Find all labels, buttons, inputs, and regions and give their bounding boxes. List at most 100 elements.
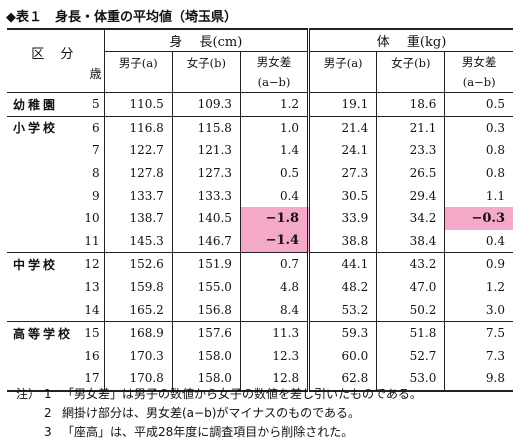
weight-diff-cell: 7.5 [444, 320, 513, 345]
height-male-cell: 145.3 [104, 229, 173, 253]
height-diff-cell: −1.8 [240, 206, 311, 230]
age-cell: 5 [73, 92, 105, 117]
height-male-cell: 170.8 [104, 367, 173, 391]
table-row: 11 145.3 146.7 −1.4 38.8 38.4 0.4 [7, 229, 513, 253]
weight-female-cell: 47.0 [376, 275, 446, 299]
table-row: 17 170.8 158.0 12.8 62.8 53.0 9.8 [7, 367, 513, 391]
weight-male-cell: 44.1 [308, 252, 378, 276]
school-cell: 中学校 [7, 252, 74, 276]
school-cell: 幼稚園 [7, 92, 74, 117]
school-cell [7, 298, 73, 321]
height-male-cell: 152.6 [104, 252, 173, 276]
weight-female-cell: 26.5 [376, 161, 446, 185]
table-row: 8 127.8 127.3 0.5 27.3 26.5 0.8 [7, 161, 513, 185]
age-cell: 8 [73, 161, 105, 185]
school-cell [7, 345, 73, 368]
weight-female-cell: 53.0 [376, 367, 446, 391]
height-female-cell: 157.6 [172, 320, 241, 345]
height-diff-cell: 4.8 [240, 275, 311, 299]
age-cell: 7 [73, 139, 105, 162]
table-row: 10 138.7 140.5 −1.8 33.9 34.2 −0.3 [7, 206, 513, 230]
height-male-cell: 165.2 [104, 298, 173, 322]
note-number: 1 [44, 387, 52, 401]
table-row: 16 170.3 158.0 12.3 60.0 52.7 7.3 [7, 344, 513, 368]
height-male-cell: 127.8 [104, 161, 173, 185]
note-item: 注） 1 「男女差」は男子の数値から女子の数値を差し引いたものである。 [16, 385, 422, 404]
header-height-group: 身 長(cm) [104, 29, 311, 52]
school-cell [7, 162, 73, 185]
weight-female-cell: 21.1 [376, 115, 446, 140]
weight-diff-cell: 0.5 [444, 92, 513, 117]
note-text: 「男女差」は男子の数値から女子の数値を差し引いたものである。 [62, 387, 422, 401]
header-height-male: 男子(a) [104, 51, 173, 93]
weight-female-cell: 51.8 [376, 320, 446, 345]
weight-diff-cell: 1.2 [485, 280, 505, 295]
height-diff-cell: 12.3 [240, 344, 311, 368]
weight-male-cell: 59.3 [308, 320, 378, 345]
weight-female-cell: 43.2 [376, 252, 446, 276]
age-cell: 9 [73, 184, 105, 207]
height-female-cell: 133.3 [172, 184, 241, 207]
school-cell: 高等学校 [7, 320, 74, 345]
age-cell: 16 [73, 344, 105, 368]
height-male-cell: 122.7 [104, 139, 173, 162]
age-cell: 14 [73, 298, 105, 322]
height-female-cell: 146.7 [172, 229, 241, 253]
table-row: 9 133.7 133.3 0.4 30.5 29.4 1.1 [7, 184, 513, 207]
height-female-cell: 156.8 [172, 298, 241, 322]
weight-female-cell: 34.2 [376, 206, 446, 230]
age-cell: 10 [73, 206, 105, 230]
weight-male-cell: 62.8 [308, 367, 378, 391]
note-prefix [16, 423, 44, 442]
note-text: 「座高」は、平成28年度に調査項目から削除された。 [62, 425, 354, 439]
height-female-cell: 151.9 [172, 252, 241, 276]
height-diff-cell: 0.5 [240, 161, 311, 185]
height-diff-cell: 0.4 [240, 184, 311, 207]
height-female-cell: 155.0 [172, 275, 241, 299]
height-diff-cell: 1.2 [240, 92, 311, 117]
height-male-cell: 170.3 [104, 344, 173, 368]
weight-diff-cell: −0.3 [444, 206, 513, 230]
age-cell: 12 [73, 252, 105, 276]
weight-male-cell: 38.8 [308, 229, 378, 253]
weight-male-cell: 60.0 [308, 344, 378, 368]
height-male-cell: 168.9 [104, 320, 173, 345]
height-diff-cell: 1.4 [240, 139, 311, 162]
header-weight-diff-formula: (a−b) [444, 72, 513, 93]
age-cell: 13 [73, 275, 105, 299]
table-row: 14 165.2 156.8 8.4 53.2 50.2 3.0 [7, 298, 513, 322]
weight-diff-cell: 3.0 [485, 302, 505, 317]
height-weight-table: 区 分 歳 身 長(cm) 体 重(kg) 男子(a) 女子(b) 男女差 男子… [7, 28, 513, 392]
height-female-cell: 140.5 [172, 206, 241, 230]
age-cell: 6 [73, 115, 105, 140]
table-row: 中学校 12 152.6 151.9 0.7 44.1 43.2 0.9 [7, 252, 513, 276]
header-kubun-cell: 区 分 歳 [7, 29, 105, 93]
age-cell: 11 [73, 229, 105, 253]
header-height-female: 女子(b) [172, 51, 241, 93]
weight-diff-cell: 0.8 [485, 166, 505, 181]
weight-diff-cell: 1.1 [485, 188, 505, 203]
height-diff-cell: 0.7 [240, 252, 311, 276]
height-female-cell: 158.0 [172, 344, 241, 368]
note-item: 3 「座高」は、平成28年度に調査項目から削除された。 [16, 423, 422, 442]
header-age: 歳 [89, 66, 102, 81]
weight-diff-cell: 0.4 [485, 233, 505, 248]
header-weight-female: 女子(b) [376, 51, 446, 93]
weight-female-cell: 29.4 [376, 184, 446, 207]
height-female-cell: 109.3 [172, 92, 241, 117]
header-weight-male: 男子(a) [308, 51, 378, 93]
table-row: 小学校 6 116.8 115.8 1.0 21.4 21.1 0.3 [7, 115, 513, 140]
weight-male-cell: 53.2 [308, 298, 378, 322]
height-male-cell: 116.8 [104, 115, 173, 140]
height-diff-cell: 11.3 [240, 320, 311, 345]
header-weight-diff: 男女差 [461, 55, 497, 69]
weight-diff-cell: 7.3 [485, 348, 505, 363]
height-diff-cell: 12.8 [240, 367, 311, 391]
note-prefix [16, 404, 44, 423]
height-male-cell: 159.8 [104, 275, 173, 299]
school-cell [7, 139, 73, 162]
weight-diff-cell: 0.9 [444, 252, 513, 276]
height-diff-cell: −1.4 [240, 229, 311, 253]
height-male-cell: 110.5 [104, 92, 173, 117]
weight-female-cell: 52.7 [376, 344, 446, 368]
